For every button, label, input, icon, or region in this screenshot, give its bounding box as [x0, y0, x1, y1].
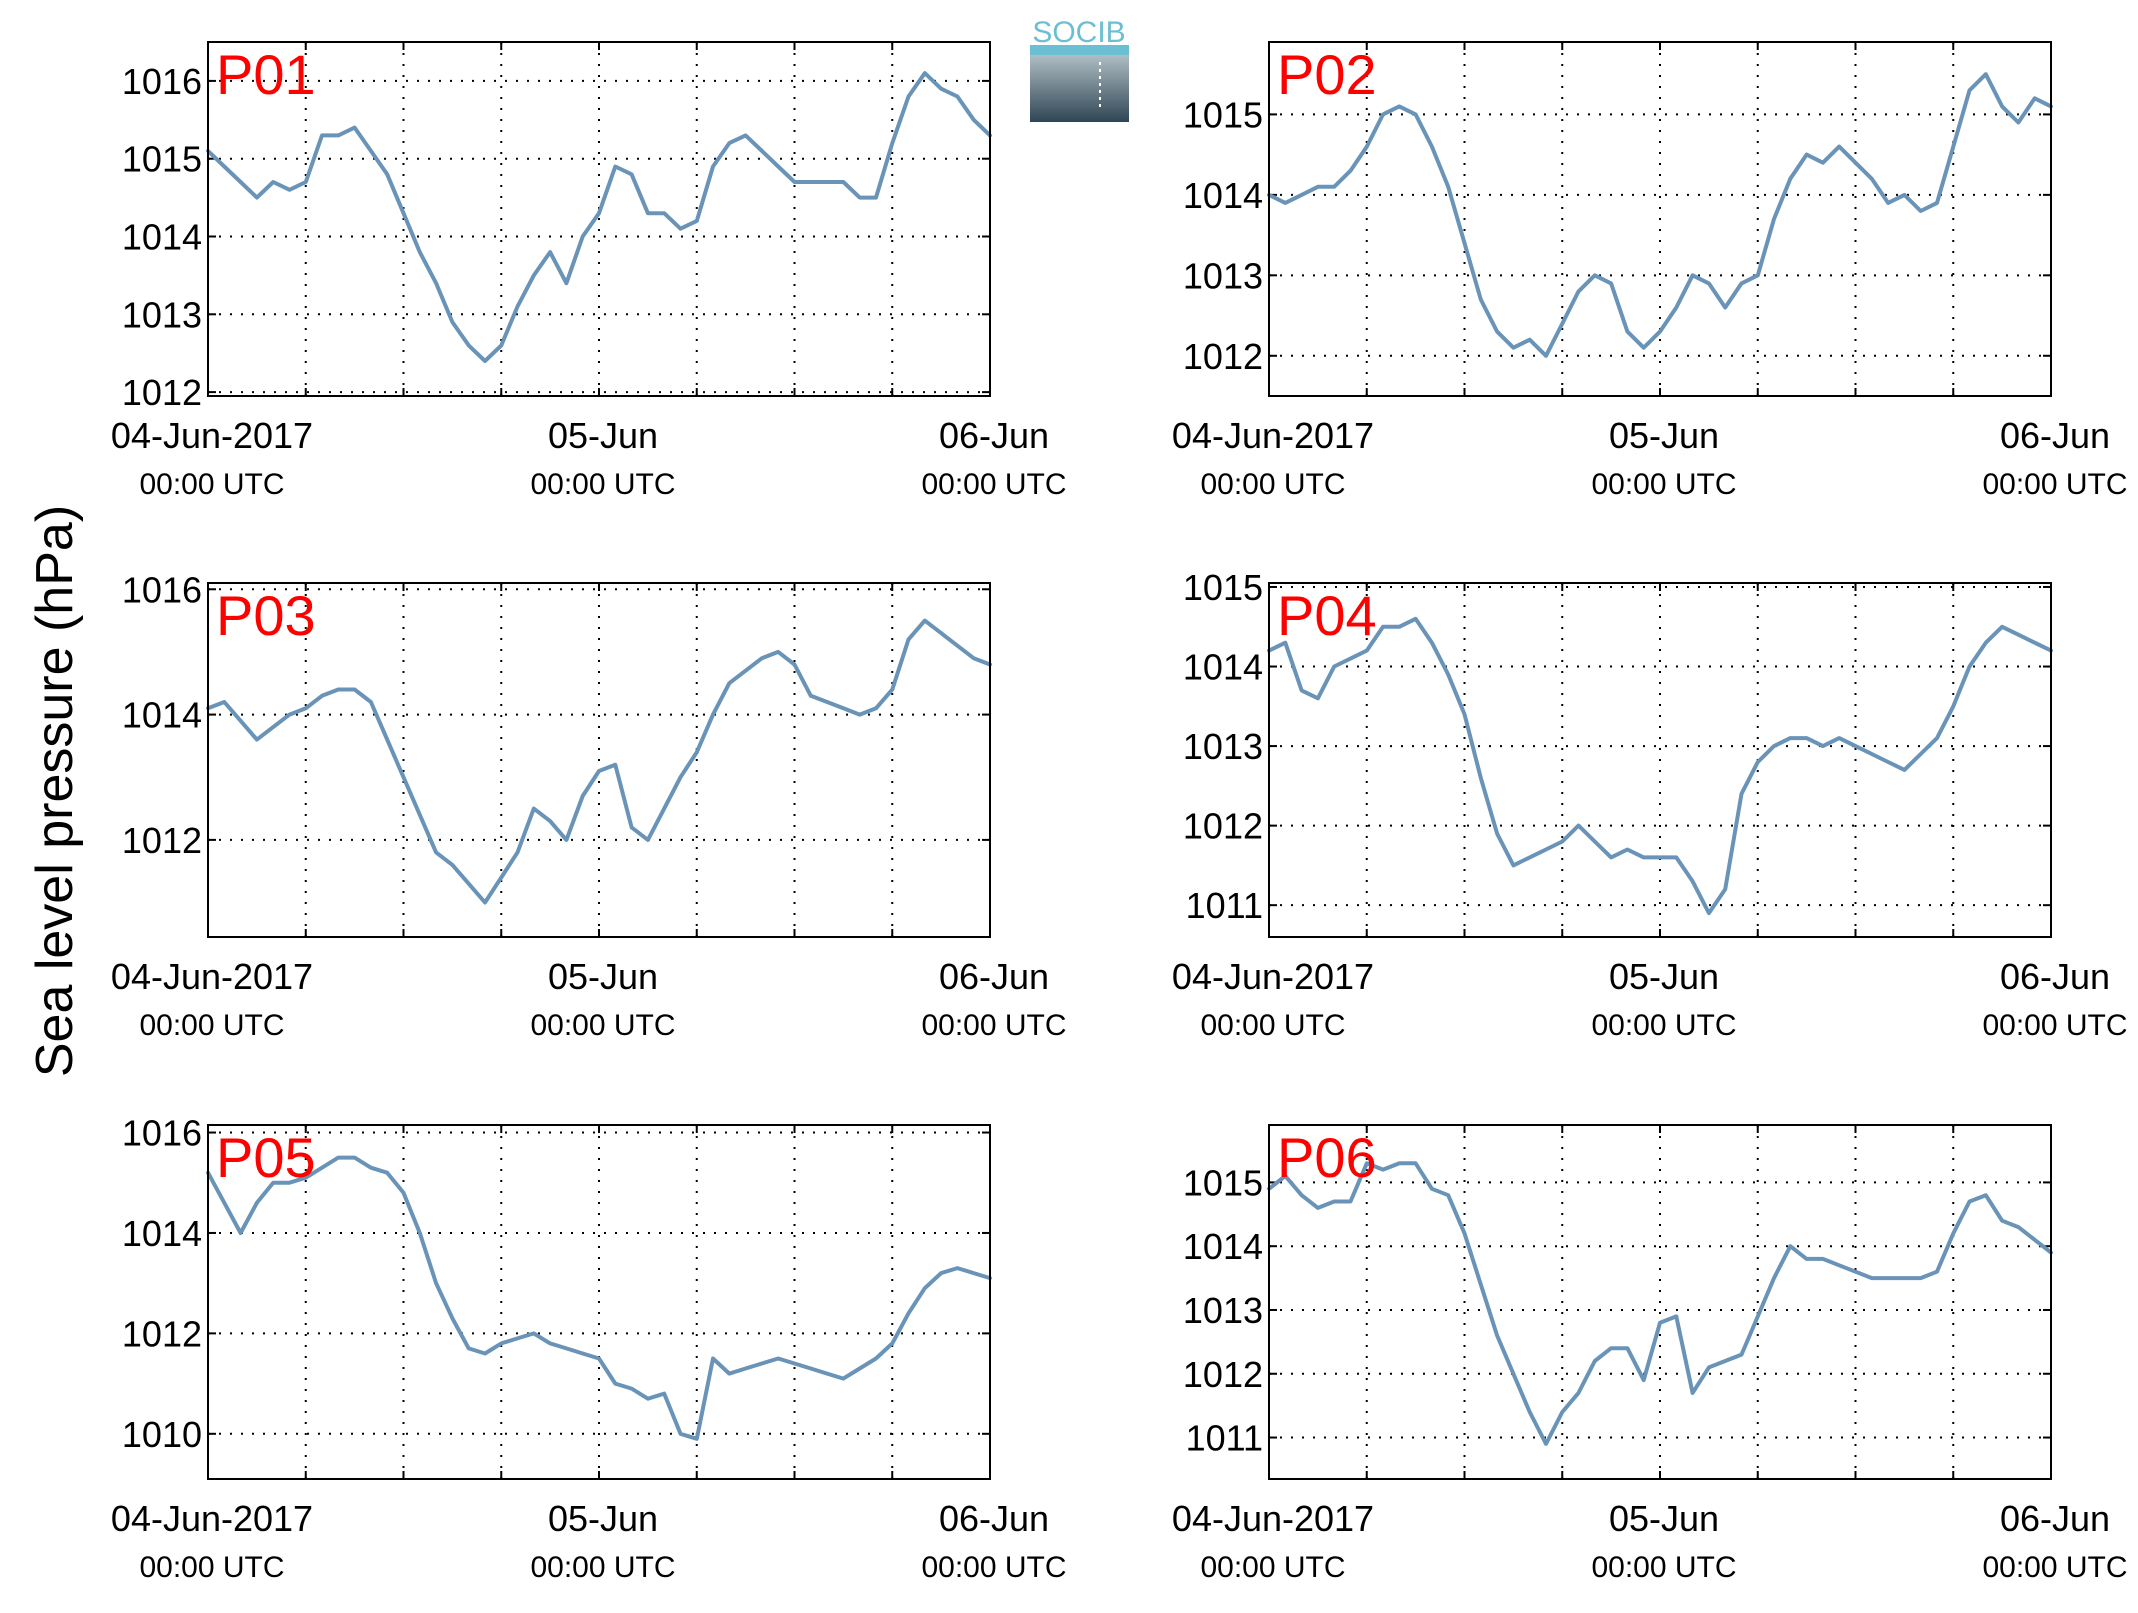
pressure-series-line	[1267, 72, 2053, 358]
panel-p03: 1012 1014 1016 04-Jun-2017 00:00 UTC 05-Jun 00…	[111, 569, 1067, 1042]
axes-frame	[1268, 582, 2052, 938]
x-tick-date-label: 04-Jun-2017	[1172, 1498, 1374, 1539]
x-tick-time-label: 00:00 UTC	[530, 1009, 675, 1042]
x-tick-date-label: 04-Jun-2017	[111, 1498, 313, 1539]
panel-p01: 1012 1013 1014 1015 1016 04-Jun-2017 00:00 UTC…	[111, 41, 1067, 501]
x-tick-time-label: 00:00 UTC	[530, 1551, 675, 1584]
y-tick-label: 1016	[122, 569, 202, 610]
x-tick-time-label: 00:00 UTC	[1591, 1551, 1736, 1584]
x-tick-date-label: 05-Jun	[548, 1498, 658, 1539]
x-tick-time-label: 00:00 UTC	[1982, 1009, 2127, 1042]
x-tick-date-label: 05-Jun	[1609, 415, 1719, 456]
pressure-series-line	[1267, 616, 2053, 916]
x-tick-time-label: 00:00 UTC	[921, 468, 1066, 501]
axes-frame	[1268, 1124, 2052, 1480]
x-tick-time-label: 00:00 UTC	[1200, 1551, 1345, 1584]
x-tick-time-label: 00:00 UTC	[1591, 468, 1736, 501]
x-tick-date-label: 05-Jun	[1609, 956, 1719, 997]
x-tick-time-label: 00:00 UTC	[1982, 468, 2127, 501]
x-tick-time-label: 00:00 UTC	[139, 1551, 284, 1584]
y-tick-label: 1014	[122, 217, 202, 258]
y-tick-label: 1015	[1183, 567, 1263, 608]
y-tick-label: 1012	[1183, 336, 1263, 377]
y-tick-label: 1010	[122, 1414, 202, 1455]
y-tick-label: 1012	[1183, 806, 1263, 847]
x-tick-time-label: 00:00 UTC	[921, 1009, 1066, 1042]
y-tick-label: 1016	[122, 61, 202, 102]
x-tick-date-label: 06-Jun	[939, 1498, 1049, 1539]
y-tick-label: 1016	[122, 1113, 202, 1154]
logo-water-block	[1030, 52, 1129, 122]
station-label: P03	[216, 584, 316, 647]
pressure-series-line	[1267, 1161, 2053, 1446]
logo-wave-band	[1030, 45, 1129, 55]
y-tick-label: 1012	[1183, 1354, 1263, 1395]
x-tick-date-label: 04-Jun-2017	[1172, 415, 1374, 456]
pressure-series-line	[206, 71, 992, 363]
x-tick-date-label: 04-Jun-2017	[111, 415, 313, 456]
pressure-series-line	[206, 618, 992, 905]
station-label: P01	[216, 43, 316, 106]
x-tick-time-label: 00:00 UTC	[1200, 468, 1345, 501]
axes-frame	[207, 582, 991, 938]
y-tick-label: 1014	[122, 1213, 202, 1254]
panel-p04: 1011 1012 1013 1014 1015 04-Jun-2017 00:00 UTC…	[1172, 567, 2128, 1042]
y-tick-label: 1014	[1183, 1226, 1263, 1267]
panel-p02: 1012 1013 1014 1015 04-Jun-2017 00:00 UTC 05-J…	[1172, 41, 2128, 501]
x-tick-time-label: 00:00 UTC	[1200, 1009, 1345, 1042]
axes-frame	[1268, 41, 2052, 397]
x-tick-date-label: 06-Jun	[2000, 956, 2110, 997]
x-tick-date-label: 04-Jun-2017	[111, 956, 313, 997]
panel-p06: 1011 1012 1013 1014 1015 04-Jun-2017 00:00 UTC…	[1172, 1124, 2128, 1584]
axes-frame	[207, 41, 991, 397]
y-tick-label: 1013	[122, 294, 202, 335]
x-tick-date-label: 05-Jun	[548, 415, 658, 456]
y-tick-label: 1015	[1183, 1162, 1263, 1203]
x-tick-time-label: 00:00 UTC	[139, 1009, 284, 1042]
y-tick-label: 1015	[1183, 94, 1263, 135]
y-tick-label: 1012	[122, 372, 202, 413]
y-tick-label: 1013	[1183, 726, 1263, 767]
x-tick-date-label: 06-Jun	[939, 956, 1049, 997]
y-tick-label: 1011	[1186, 885, 1263, 926]
station-label: P05	[216, 1126, 316, 1189]
y-tick-label: 1014	[1183, 647, 1263, 688]
y-tick-label: 1012	[122, 1313, 202, 1354]
x-tick-time-label: 00:00 UTC	[1591, 1009, 1736, 1042]
y-tick-label: 1013	[1183, 255, 1263, 296]
y-tick-label: 1014	[1183, 175, 1263, 216]
x-tick-date-label: 05-Jun	[548, 956, 658, 997]
x-tick-time-label: 00:00 UTC	[139, 468, 284, 501]
x-tick-date-label: 06-Jun	[939, 415, 1049, 456]
x-tick-date-label: 05-Jun	[1609, 1498, 1719, 1539]
x-tick-date-label: 06-Jun	[2000, 1498, 2110, 1539]
y-tick-label: 1011	[1186, 1418, 1263, 1459]
x-tick-time-label: 00:00 UTC	[921, 1551, 1066, 1584]
axes-frame	[207, 1124, 991, 1480]
y-axis-label: Sea level pressure (hPa)	[26, 505, 84, 1077]
x-tick-time-label: 00:00 UTC	[530, 468, 675, 501]
y-tick-label: 1015	[122, 139, 202, 180]
panel-p05: 1010 1012 1014 1016 04-Jun-2017 00:00 UTC 05-J…	[111, 1113, 1067, 1584]
station-label: P06	[1277, 1126, 1377, 1189]
x-tick-date-label: 04-Jun-2017	[1172, 956, 1374, 997]
y-tick-label: 1014	[122, 695, 202, 736]
socib-logo: SOCIB	[1030, 16, 1129, 122]
station-label: P04	[1277, 584, 1377, 647]
station-label: P02	[1277, 43, 1377, 106]
logo-text: SOCIB	[1032, 16, 1125, 49]
y-tick-label: 1013	[1183, 1290, 1263, 1331]
pressure-series-line	[206, 1155, 992, 1441]
x-tick-date-label: 06-Jun	[2000, 415, 2110, 456]
x-tick-time-label: 00:00 UTC	[1982, 1551, 2127, 1584]
y-tick-label: 1012	[122, 820, 202, 861]
